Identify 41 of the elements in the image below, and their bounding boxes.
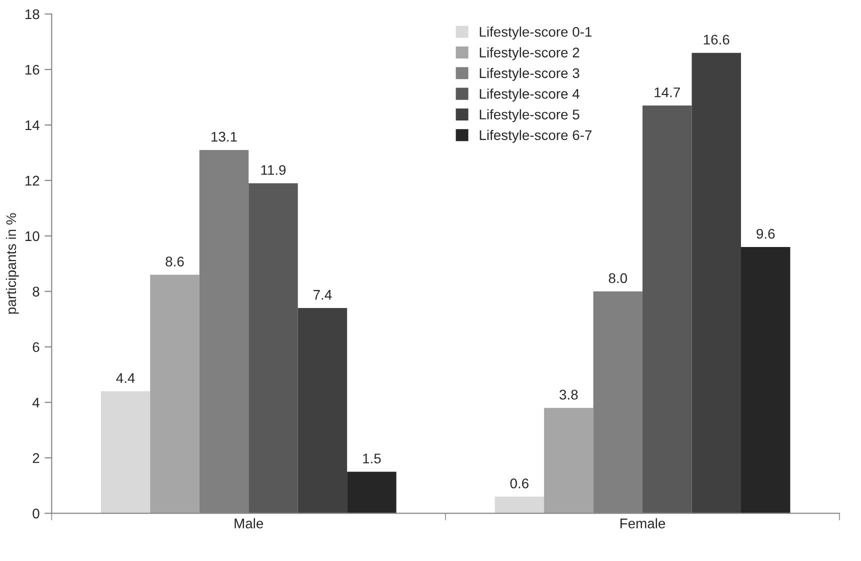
bar (248, 183, 298, 514)
data-label: 4.4 (116, 373, 135, 383)
data-label: 9.6 (756, 228, 775, 239)
bar (741, 247, 790, 514)
bar (642, 106, 692, 514)
bar (347, 472, 396, 514)
bar (100, 391, 150, 514)
y-tick-label: 12 (25, 176, 40, 186)
legend-label: Lifestyle-score 6-7 (480, 130, 592, 143)
legend-label: Lifestyle-score 4 (480, 88, 580, 102)
x-tick-label: Female (620, 518, 666, 528)
data-label: 1.5 (363, 454, 381, 464)
bar (544, 408, 594, 514)
y-tick-label: 8 (32, 286, 40, 297)
data-label: 14.7 (654, 88, 680, 98)
data-label: 7.4 (314, 290, 332, 300)
data-label: 3.8 (560, 390, 578, 400)
data-label: 13.1 (212, 132, 237, 142)
y-tick-label: 10 (25, 231, 40, 242)
bar (150, 274, 200, 514)
legend-label: Lifestyle-score 5 (480, 109, 580, 122)
legend-label: Lifestyle-score 2 (480, 47, 580, 60)
y-tick-label: 6 (32, 342, 40, 352)
data-label: 8.6 (166, 256, 184, 266)
y-tick-label: 4 (32, 398, 40, 408)
bar (494, 496, 544, 514)
data-label: 16.6 (704, 34, 730, 45)
y-tick-label: 0 (32, 508, 40, 518)
x-tick-label: Male (234, 518, 264, 528)
bar (692, 52, 741, 514)
data-label: 0.6 (510, 478, 528, 488)
legend-label: Lifestyle-score 0-1 (480, 26, 592, 40)
y-tick-label: 2 (32, 453, 40, 463)
data-label: 11.9 (261, 165, 286, 175)
y-tick-label: 16 (25, 64, 40, 75)
y-tick-label: 14 (25, 120, 40, 130)
legend-label: Lifestyle-score 3 (480, 68, 580, 81)
bar (298, 308, 348, 514)
y-axis-title: participants in % (6, 213, 19, 314)
y-tick-label: 18 (25, 9, 40, 20)
data-label: 8.0 (608, 273, 628, 284)
